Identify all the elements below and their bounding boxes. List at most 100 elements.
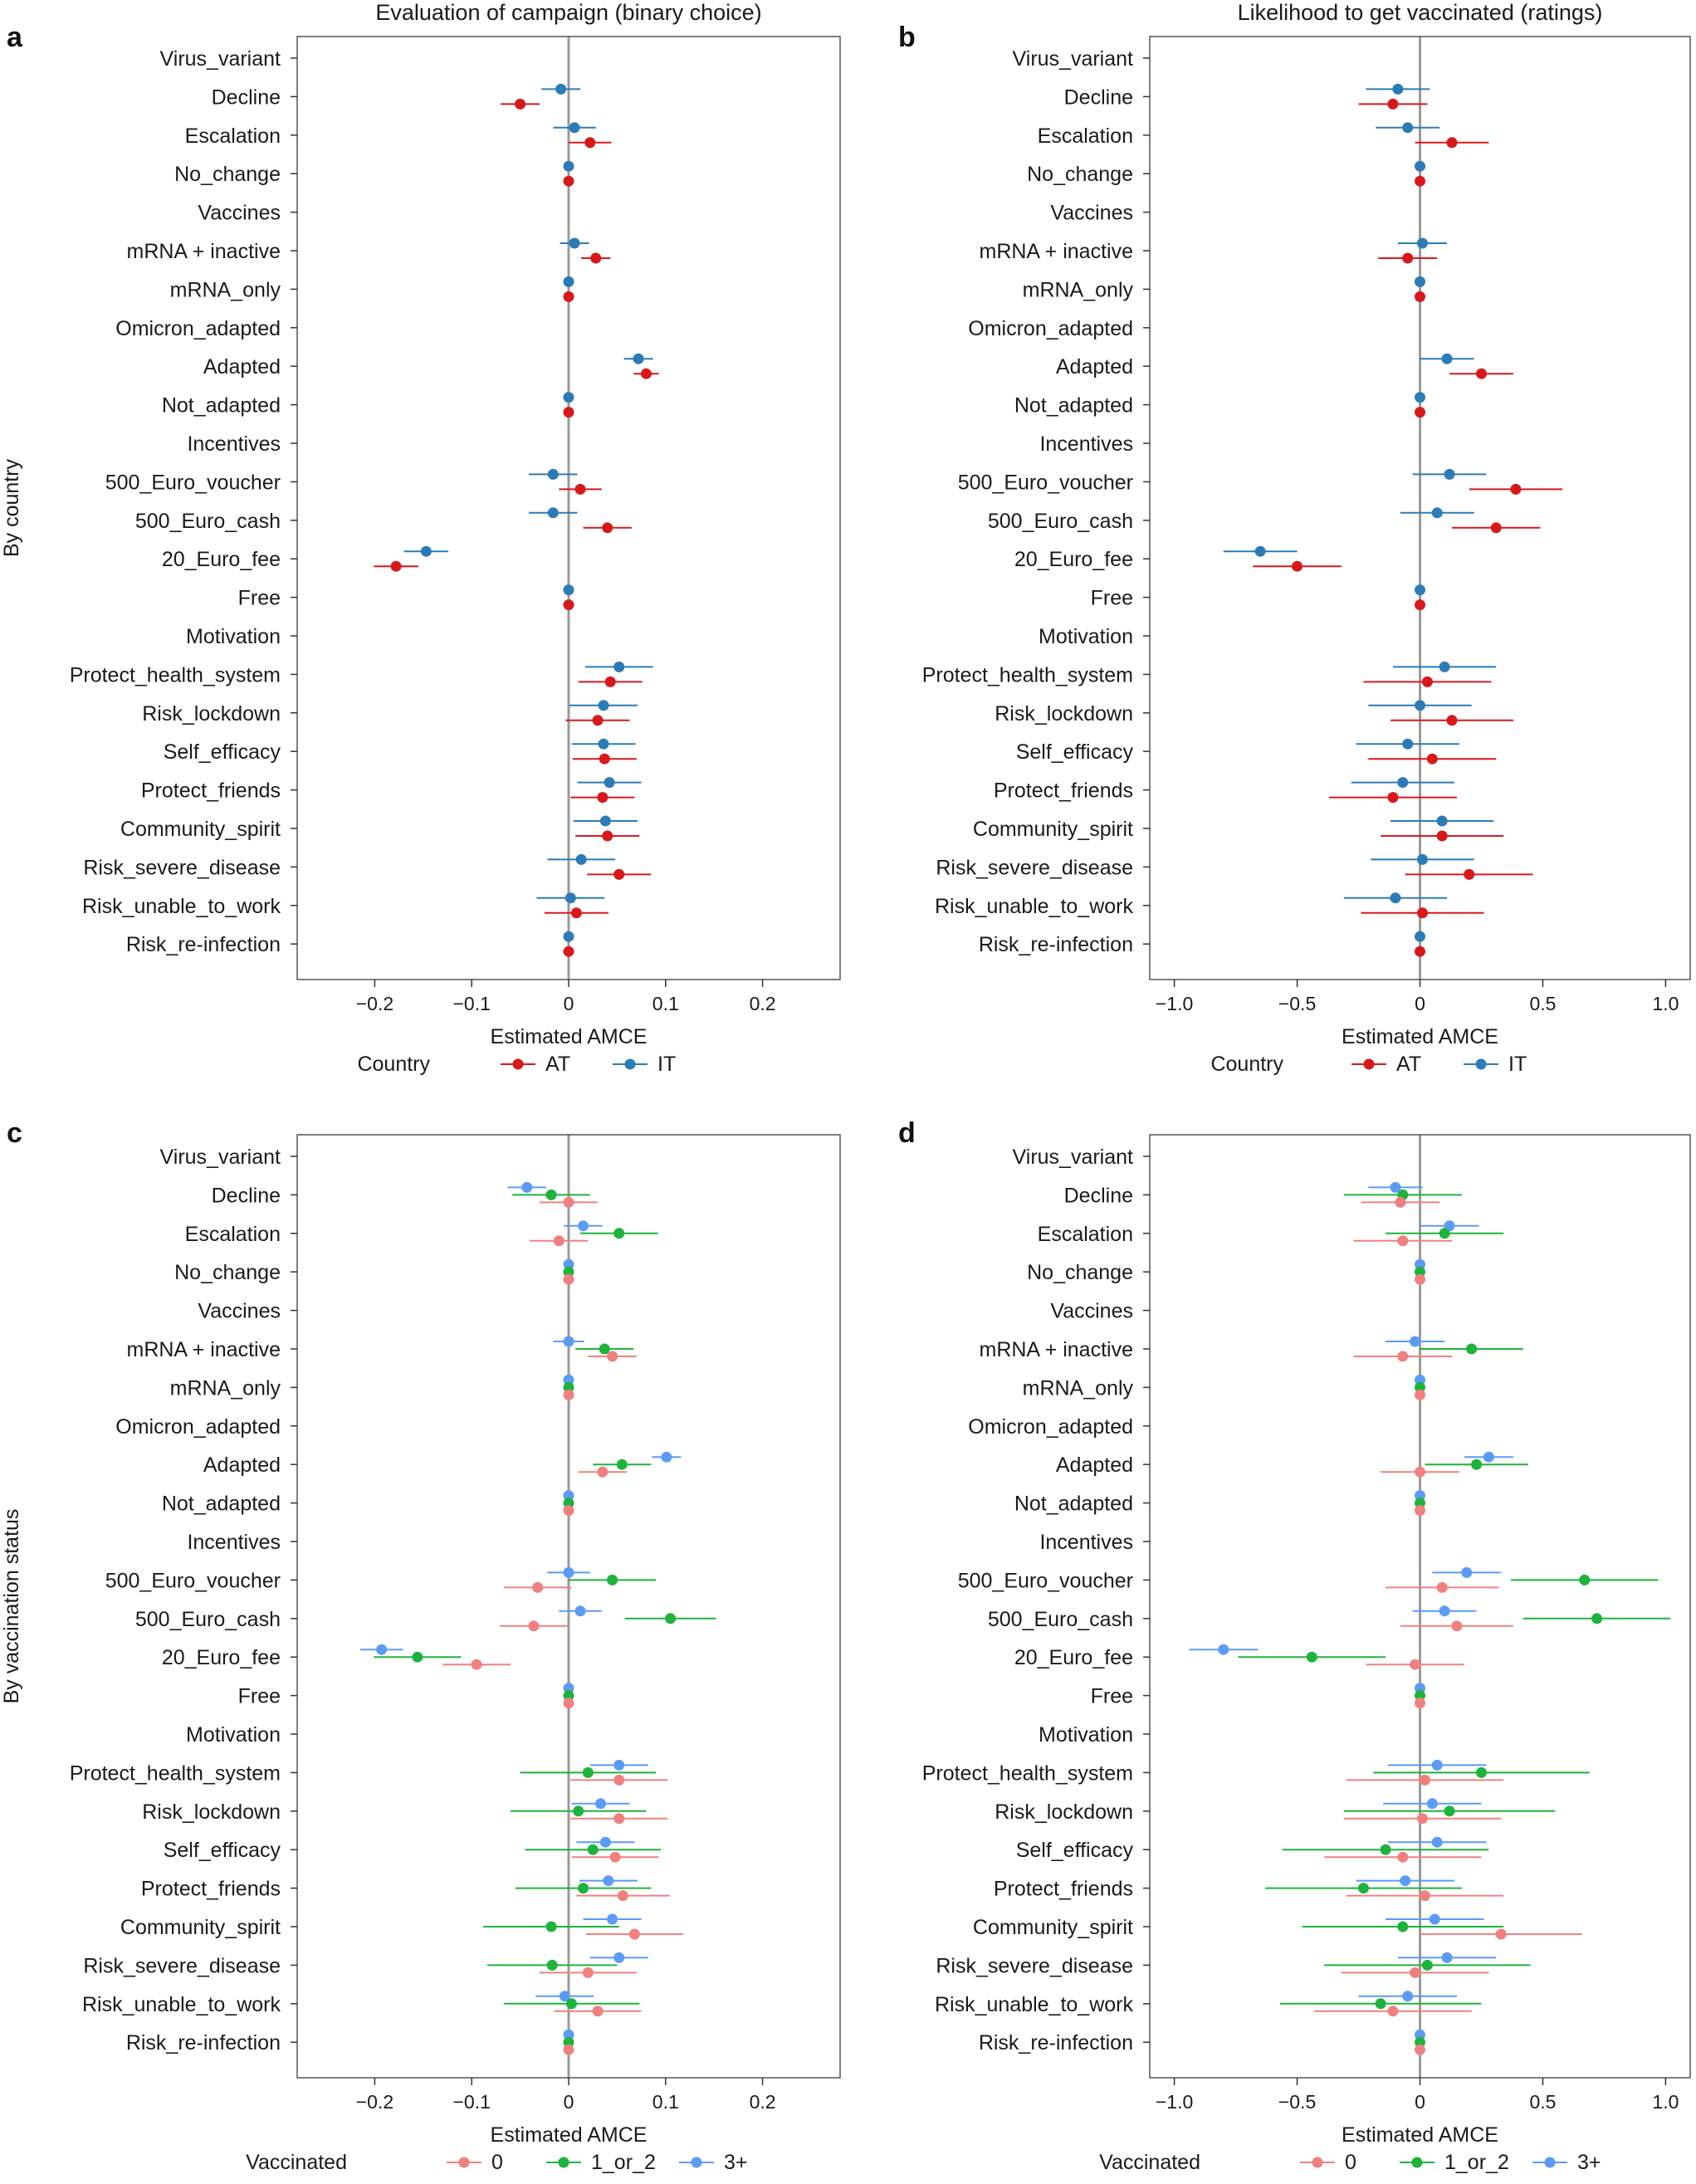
row-label: No_change	[1027, 163, 1133, 186]
data-point	[1471, 1458, 1483, 1470]
data-point	[613, 1759, 625, 1771]
x-tick-label: 1.0	[1652, 993, 1679, 1014]
row-label: Escalation	[1038, 125, 1133, 148]
row-label: Omicron_adapted	[115, 317, 281, 340]
x-tick-label: 0.5	[1529, 2091, 1556, 2113]
data-point	[1439, 661, 1450, 672]
data-point	[1410, 1967, 1421, 1978]
data-point	[515, 98, 526, 110]
data-point	[607, 1913, 618, 1925]
data-point	[1397, 1235, 1409, 1247]
data-point	[1387, 792, 1399, 804]
series-1_or_2	[1238, 1189, 1671, 2048]
row-label: Vaccines	[198, 202, 281, 225]
data-point	[1416, 1813, 1428, 1825]
legend-marker	[1363, 1058, 1375, 1070]
data-point	[1510, 483, 1522, 495]
row-label: mRNA_only	[170, 1376, 281, 1400]
row-label: Decline	[1064, 1184, 1133, 1207]
data-point	[569, 237, 580, 249]
data-point	[412, 1651, 423, 1663]
data-point	[1475, 368, 1487, 379]
row-label: Risk_lockdown	[995, 1800, 1133, 1824]
data-point	[1421, 676, 1433, 687]
data-point	[563, 175, 574, 187]
series-3+	[359, 1181, 682, 2040]
legend-marker	[1475, 1058, 1487, 1070]
data-point	[1397, 1921, 1409, 1932]
legend-title: Country	[1210, 1053, 1283, 1076]
data-point	[563, 1374, 574, 1385]
row-label: Risk_unable_to_work	[82, 1993, 281, 2016]
data-point	[546, 1959, 558, 1971]
data-point	[613, 1813, 625, 1825]
data-point	[1410, 1336, 1421, 1347]
data-point	[1426, 753, 1438, 765]
data-point	[1415, 1690, 1425, 1702]
row-label: Risk_unable_to_work	[935, 1993, 1134, 2016]
data-point	[1419, 1890, 1430, 1902]
data-point	[1415, 1381, 1425, 1393]
row-label: 20_Euro_fee	[1014, 548, 1133, 571]
data-point	[599, 753, 610, 765]
data-point	[574, 1605, 586, 1617]
data-point	[582, 1967, 594, 1978]
legend-label: 0	[491, 2151, 503, 2174]
row-label: Motivation	[186, 1723, 281, 1747]
data-point	[578, 1220, 589, 1232]
data-point	[1441, 353, 1453, 364]
data-point	[1415, 1466, 1425, 1478]
data-point	[628, 1928, 640, 1940]
row-label: 20_Euro_fee	[162, 548, 281, 571]
data-point	[604, 676, 616, 687]
data-point	[592, 2006, 604, 2017]
data-point	[1451, 1620, 1463, 1632]
panel-letter: d	[898, 1117, 916, 1149]
legend-marker	[1411, 2157, 1423, 2168]
row-label: Incentives	[187, 432, 281, 456]
row-label: 500_Euro_cash	[988, 510, 1133, 533]
row-label: Decline	[212, 86, 281, 109]
x-tick-label: −0.5	[1278, 2091, 1316, 2113]
row-label: mRNA_only	[170, 278, 281, 301]
data-point	[1426, 1798, 1438, 1810]
x-tick-label: −0.1	[453, 2091, 491, 2113]
series-0	[442, 1196, 683, 2055]
row-label: 500_Euro_voucher	[958, 471, 1133, 494]
data-point	[1416, 237, 1428, 249]
row-label: Motivation	[1039, 1723, 1133, 1747]
data-point	[1415, 407, 1425, 418]
row-label: Virus_variant	[160, 1146, 281, 1169]
x-tick-label: 0.1	[652, 993, 679, 1014]
data-point	[1415, 2036, 1425, 2048]
data-point	[563, 1690, 574, 1702]
row-label: Vaccines	[1050, 1300, 1133, 1323]
row-label: 500_Euro_voucher	[105, 1569, 281, 1592]
x-tick-label: 0	[1415, 2091, 1425, 2113]
data-point	[602, 830, 613, 842]
data-point	[376, 1644, 388, 1655]
data-point	[471, 1659, 482, 1670]
data-point	[1436, 830, 1448, 842]
row-label: mRNA_only	[1023, 278, 1134, 301]
data-point	[602, 522, 613, 534]
data-point	[563, 1505, 574, 1517]
row-label: Virus_variant	[1013, 1146, 1134, 1169]
data-point	[1415, 276, 1425, 287]
legend-title: Vaccinated	[1099, 2151, 1200, 2174]
panel-a: a Evaluation of campaign (binary choice) V…	[7, 0, 841, 1076]
data-point	[1446, 715, 1458, 726]
data-point	[1436, 1581, 1448, 1593]
data-point	[1415, 1698, 1425, 1709]
x-tick-label: 0	[564, 2091, 574, 2113]
legend-marker	[458, 2157, 470, 2168]
data-point	[1579, 1574, 1591, 1585]
x-axis-label: Estimated AMCE	[491, 1025, 648, 1048]
data-point	[1444, 468, 1455, 480]
legend-label: 0	[1345, 2151, 1356, 2174]
data-point	[597, 1466, 609, 1478]
data-point	[613, 1774, 625, 1786]
row-label: Not_adapted	[1014, 394, 1133, 418]
data-point	[563, 1490, 574, 1502]
data-point	[1461, 1566, 1473, 1578]
